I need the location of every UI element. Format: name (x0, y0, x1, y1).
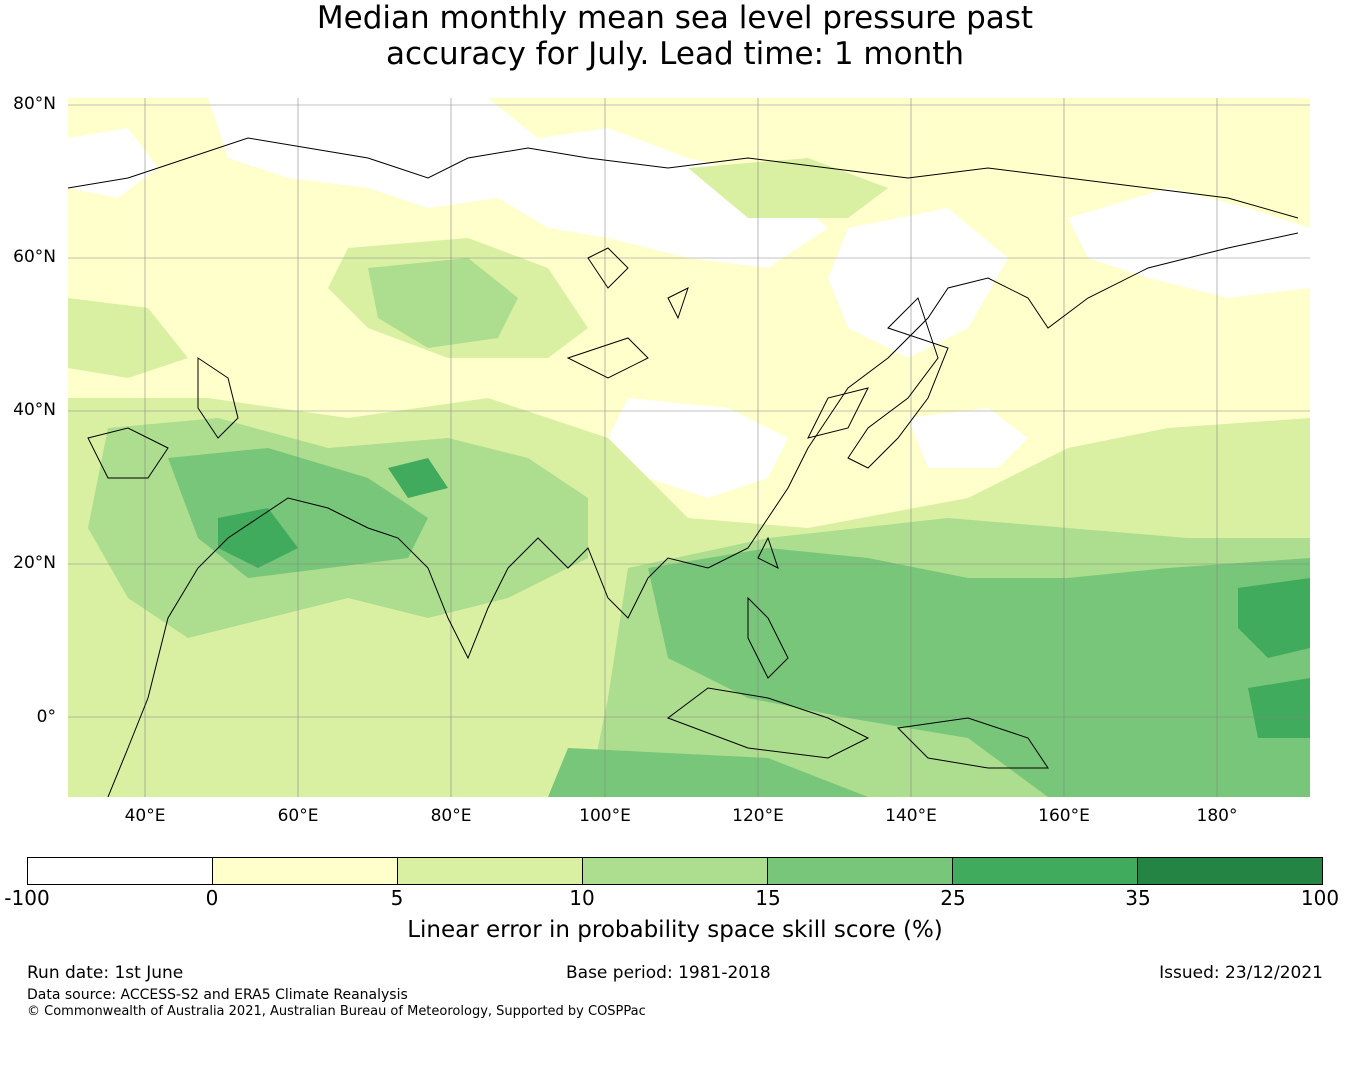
skill-25-35-areas (218, 458, 1310, 738)
colorbar-tick: 0 (205, 886, 219, 910)
title-line-1: Median monthly mean sea level pressure p… (316, 0, 1034, 36)
colorbar-label: Linear error in probability space skill … (407, 917, 943, 943)
colorbar-segment (213, 858, 398, 884)
colorbar-segment (1138, 858, 1322, 884)
colorbar-tick: 5 (390, 886, 404, 910)
lat-label-80n: 80°N (13, 94, 56, 114)
colorbar (27, 857, 1323, 885)
title-line-2: accuracy for July. Lead time: 1 month (385, 36, 965, 72)
lon-label-40e: 40°E (124, 806, 166, 826)
lat-label-60n: 60°N (13, 247, 56, 267)
data-source: Data source: ACCESS-S2 and ERA5 Climate … (27, 987, 408, 1003)
colorbar-tick: -100 (4, 886, 50, 910)
lat-label-40n: 40°N (13, 400, 56, 420)
base-period: Base period: 1981-2018 (566, 963, 771, 983)
colorbar-tick: 15 (755, 886, 781, 910)
colorbar-tick: 25 (940, 886, 966, 910)
lat-label-0: 0° (36, 707, 56, 727)
lon-label-120e: 120°E (732, 806, 784, 826)
lon-label-160e: 160°E (1038, 806, 1090, 826)
lon-label-80e: 80°E (430, 806, 472, 826)
issued-date: Issued: 23/12/2021 (1159, 963, 1323, 983)
lon-label-100e: 100°E (579, 806, 631, 826)
copyright: © Commonwealth of Australia 2021, Austra… (27, 1004, 646, 1019)
colorbar-tick: 10 (569, 886, 595, 910)
graticule (68, 98, 1310, 797)
run-date: Run date: 1st June (27, 963, 184, 983)
colorbar-segment (583, 858, 768, 884)
colorbar-tick: 35 (1125, 886, 1151, 910)
coastlines (68, 137, 1299, 797)
lon-label-180: 180° (1196, 806, 1238, 826)
lon-label-140e: 140°E (885, 806, 937, 826)
map-title: Median monthly mean sea level pressure p… (0, 0, 1350, 72)
colorbar-tick: 100 (1300, 886, 1340, 910)
colorbar-segment (28, 858, 213, 884)
lat-label-20n: 20°N (13, 553, 56, 573)
map-svg (68, 98, 1310, 797)
skill-score-map (68, 98, 1310, 797)
colorbar-segment (398, 858, 583, 884)
lon-label-60e: 60°E (277, 806, 319, 826)
colorbar-segment (953, 858, 1138, 884)
colorbar-segment (768, 858, 953, 884)
